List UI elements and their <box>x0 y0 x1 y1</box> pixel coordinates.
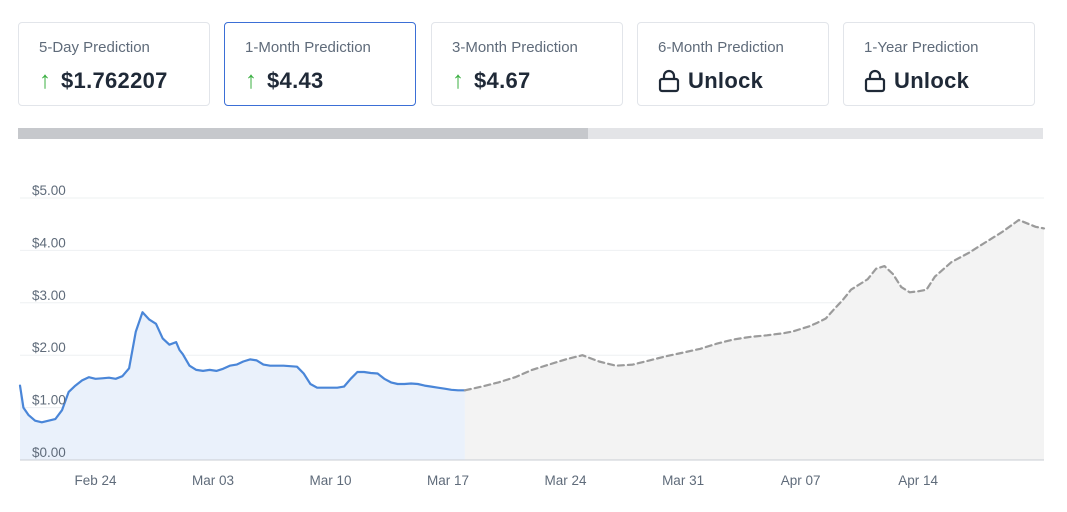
x-tick-label: Mar 17 <box>427 473 469 488</box>
up-arrow-icon: ↑ <box>39 67 51 94</box>
y-tick-label: $0.00 <box>32 445 66 460</box>
prediction-area <box>464 220 1044 460</box>
card-value: ↑ $4.67 <box>452 68 531 94</box>
card-1-month-prediction[interactable]: 1-Month Prediction ↑ $4.43 <box>224 22 416 106</box>
card-value: ↑ $1.762207 <box>39 68 168 94</box>
x-tick-label: Mar 31 <box>662 473 704 488</box>
y-tick-label: $1.00 <box>32 393 66 408</box>
chart-axes: $0.00 $1.00 $2.00 $3.00 $4.00 $5.00 Feb 24 Mar … <box>20 183 1044 488</box>
card-value: Unlock <box>864 68 969 94</box>
prediction-series-line <box>463 218 1046 392</box>
chart-areas <box>20 220 1044 460</box>
up-arrow-icon: ↑ <box>245 67 257 94</box>
y-tick-label: $4.00 <box>32 235 66 250</box>
card-label: 5-Day Prediction <box>39 39 150 56</box>
card-5-day-prediction[interactable]: 5-Day Prediction ↑ $1.762207 <box>18 22 210 106</box>
price-chart[interactable]: $0.00 $1.00 $2.00 $3.00 $4.00 $5.00 Feb 24 Mar … <box>0 150 1067 510</box>
progress-fill <box>18 128 588 139</box>
up-arrow-icon: ↑ <box>452 67 464 94</box>
y-tick-label: $3.00 <box>32 288 66 303</box>
card-value-text: $4.43 <box>267 68 324 93</box>
card-label: 1-Year Prediction <box>864 39 979 56</box>
card-label: 6-Month Prediction <box>658 39 784 56</box>
x-tick-label: Mar 10 <box>310 473 352 488</box>
x-tick-label: Apr 07 <box>781 473 821 488</box>
y-tick-label: $2.00 <box>32 340 66 355</box>
card-value: ↑ $4.43 <box>245 68 324 94</box>
card-1-year-prediction[interactable]: 1-Year Prediction Unlock <box>843 22 1035 106</box>
card-value: Unlock <box>658 68 763 94</box>
x-tick-label: Mar 24 <box>545 473 588 488</box>
x-tick-label: Feb 24 <box>75 473 118 488</box>
y-tick-label: $5.00 <box>32 183 66 198</box>
x-tick-label: Apr 14 <box>898 473 938 488</box>
chart-lines <box>18 218 1046 424</box>
lock-icon <box>658 69 680 93</box>
history-series-line <box>18 311 466 424</box>
card-value-text: $1.762207 <box>61 68 168 93</box>
x-tick-label: Mar 03 <box>192 473 234 488</box>
card-value-text: $4.67 <box>474 68 531 93</box>
card-3-month-prediction[interactable]: 3-Month Prediction ↑ $4.67 <box>431 22 623 106</box>
card-6-month-prediction[interactable]: 6-Month Prediction Unlock <box>637 22 829 106</box>
unlock-button-text[interactable]: Unlock <box>894 68 970 93</box>
card-label: 1-Month Prediction <box>245 39 371 56</box>
card-label: 3-Month Prediction <box>452 39 578 56</box>
lock-icon <box>864 69 886 93</box>
history-area <box>20 312 465 460</box>
prediction-progress-bar <box>18 128 1043 139</box>
unlock-button-text[interactable]: Unlock <box>688 68 764 93</box>
prediction-cards: 5-Day Prediction ↑ $1.762207 1-Month Pre… <box>18 22 1043 108</box>
